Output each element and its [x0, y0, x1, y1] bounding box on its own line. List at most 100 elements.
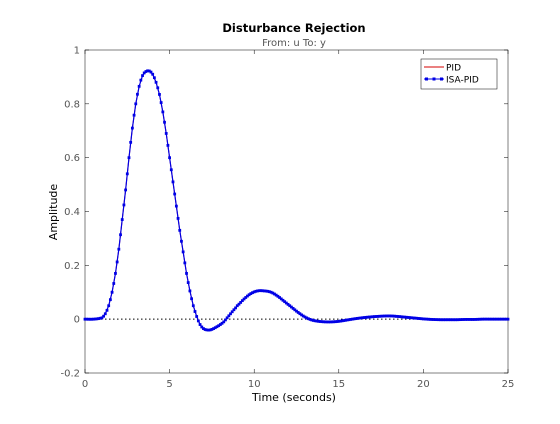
data-point: [308, 317, 312, 321]
data-point: [388, 314, 391, 318]
legend-marker-isa-pid: [432, 77, 436, 81]
data-point: [276, 294, 280, 298]
data-point: [482, 317, 486, 321]
data-point: [401, 315, 405, 319]
data-point: [296, 311, 300, 314]
data-point: [240, 299, 244, 303]
data-point: [125, 172, 129, 176]
data-point: [168, 156, 171, 160]
data-point: [435, 318, 439, 322]
data-point: [340, 319, 344, 323]
data-point: [454, 318, 457, 322]
data-point: [427, 317, 430, 321]
data-point: [180, 239, 183, 243]
data-point: [264, 289, 268, 293]
data-point: [208, 328, 212, 332]
data-point: [422, 317, 425, 321]
data-point: [137, 84, 141, 88]
data-point: [378, 314, 381, 318]
data-point: [503, 317, 507, 321]
data-point: [420, 317, 424, 321]
data-point: [198, 323, 202, 326]
data-point: [344, 318, 347, 322]
data-point: [418, 317, 422, 320]
chart-title: Disturbance Rejection: [222, 21, 365, 35]
data-point: [408, 316, 412, 320]
data-point: [462, 318, 466, 321]
data-point: [202, 327, 205, 330]
data-point: [460, 318, 464, 321]
data-point: [364, 315, 368, 319]
data-point: [479, 317, 483, 321]
data-point: [173, 192, 177, 196]
data-point: [305, 316, 309, 320]
data-point: [467, 318, 471, 321]
data-point: [487, 317, 491, 321]
series-layer: [83, 69, 510, 332]
data-point: [161, 110, 165, 114]
data-point: [266, 289, 270, 293]
data-point: [413, 316, 417, 320]
data-point: [325, 320, 329, 324]
data-point: [337, 319, 341, 323]
data-point: [127, 156, 131, 160]
data-point: [312, 319, 315, 322]
data-point: [283, 300, 287, 304]
data-point: [396, 315, 400, 318]
data-point: [440, 318, 444, 322]
data-point: [124, 188, 128, 192]
y-tick-label: -0.2: [60, 369, 80, 380]
data-point: [298, 312, 302, 316]
data-point: [120, 218, 124, 221]
data-point: [195, 315, 199, 318]
chart-subtitle: From: u To: y: [262, 38, 326, 49]
data-point: [166, 143, 170, 147]
data-point: [349, 318, 353, 321]
data-point: [164, 132, 168, 135]
data-point: [200, 325, 204, 329]
data-point: [449, 318, 452, 322]
data-point: [98, 316, 102, 320]
data-point: [273, 292, 276, 296]
data-point: [203, 328, 207, 331]
data-point: [144, 70, 148, 73]
data-point: [345, 318, 349, 322]
data-point: [193, 310, 197, 313]
data-point: [295, 309, 298, 313]
data-point: [102, 314, 106, 318]
data-point: [114, 272, 117, 275]
data-point: [442, 318, 446, 322]
data-point: [132, 113, 136, 117]
data-point: [464, 318, 468, 321]
data-point: [268, 290, 271, 294]
data-point: [430, 318, 434, 321]
data-point: [362, 316, 366, 319]
data-point: [393, 314, 397, 318]
data-point: [437, 318, 441, 322]
data-point: [367, 315, 371, 319]
data-point: [310, 318, 314, 322]
data-point: [317, 319, 320, 323]
data-point: [92, 317, 95, 321]
data-point: [391, 314, 395, 318]
data-point: [361, 316, 364, 320]
data-point: [213, 326, 217, 330]
data-point: [278, 296, 281, 299]
data-point: [86, 317, 90, 321]
data-point: [496, 317, 500, 321]
data-point: [286, 302, 290, 306]
data-point: [423, 317, 427, 321]
data-point: [293, 308, 297, 312]
axis-tick-labels: 0 5 10 15 20 25-0.200.20.40.60.81: [60, 46, 514, 391]
data-point: [411, 316, 415, 320]
data-point: [169, 168, 173, 172]
data-point: [359, 316, 363, 320]
data-point: [218, 323, 222, 326]
data-point: [130, 126, 134, 130]
data-point: [186, 281, 190, 284]
y-tick-label: 1: [74, 46, 80, 57]
plot-area: [84, 49, 509, 374]
data-point: [444, 318, 447, 322]
data-point: [227, 314, 231, 318]
data-point: [217, 324, 221, 328]
